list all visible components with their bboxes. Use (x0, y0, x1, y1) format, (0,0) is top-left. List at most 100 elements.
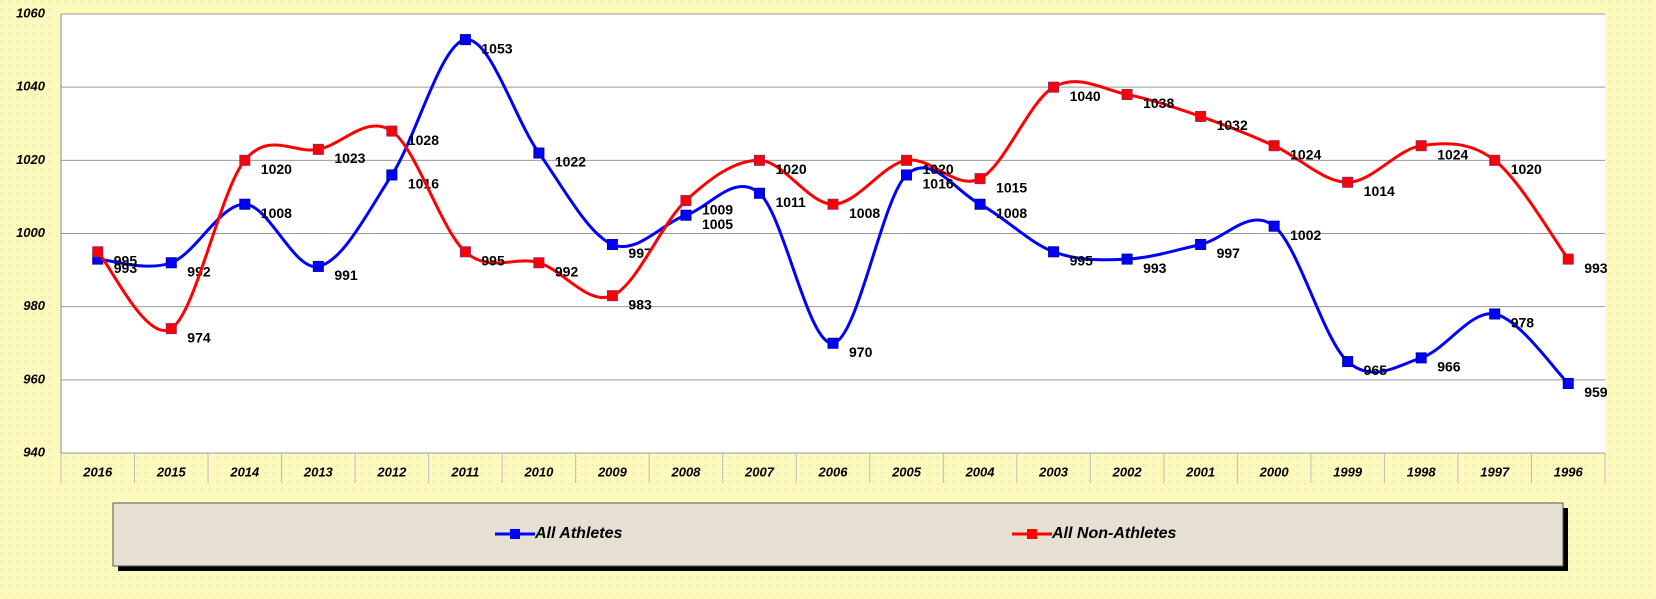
marker (92, 246, 104, 258)
data-label: 1024 (1290, 146, 1321, 162)
x-tick-label: 1998 (1407, 464, 1437, 479)
data-label: 993 (114, 260, 138, 276)
legend-label: All Non-Athletes (1051, 525, 1177, 542)
x-tick-label: 2009 (597, 464, 628, 479)
data-label: 995 (114, 252, 138, 268)
marker (312, 143, 324, 155)
marker (1268, 220, 1280, 232)
data-label: 993 (1143, 260, 1167, 276)
marker (239, 154, 251, 166)
x-tick-label: 2000 (1259, 464, 1290, 479)
data-label: 1008 (996, 205, 1027, 221)
marker (1562, 253, 1574, 265)
x-tick-label: 2005 (891, 464, 922, 479)
marker (1121, 88, 1133, 100)
marker (1121, 253, 1133, 265)
data-label: 1022 (555, 154, 586, 170)
legend-marker (1027, 529, 1037, 539)
marker (533, 257, 545, 269)
x-tick-label: 2011 (450, 464, 479, 479)
legend-box (112, 502, 1564, 567)
data-label: 1040 (1070, 88, 1101, 104)
x-tick-label: 2010 (523, 464, 554, 479)
data-label: 1009 (702, 201, 733, 217)
data-label: 1015 (996, 179, 1027, 195)
x-tick-label: 1997 (1480, 464, 1510, 479)
data-label: 1053 (481, 40, 512, 56)
y-tick-label: 1040 (16, 79, 46, 94)
marker (974, 173, 986, 185)
data-label: 965 (1364, 362, 1388, 378)
marker (1562, 377, 1574, 389)
y-tick-label: 940 (23, 444, 45, 459)
marker (753, 187, 765, 199)
marker (827, 337, 839, 349)
marker (239, 198, 251, 210)
x-tick-label: 2007 (744, 464, 775, 479)
x-tick-label: 2014 (229, 464, 260, 479)
marker (974, 198, 986, 210)
data-label: 995 (1070, 252, 1094, 268)
marker (386, 125, 398, 137)
data-label: 1005 (702, 216, 733, 232)
data-label: 1016 (408, 176, 439, 192)
marker (680, 209, 692, 221)
marker (901, 169, 913, 181)
x-tick-label: 2006 (818, 464, 849, 479)
x-tick-label: 2012 (376, 464, 407, 479)
marker (1048, 246, 1060, 258)
data-label: 983 (628, 296, 652, 312)
marker (165, 257, 177, 269)
data-label: 993 (1584, 260, 1608, 276)
marker (459, 34, 471, 46)
data-label: 997 (1217, 245, 1241, 261)
marker (1415, 352, 1427, 364)
legend-marker (510, 529, 520, 539)
marker (533, 147, 545, 159)
data-label: 992 (555, 263, 579, 279)
series-line (97, 38, 1570, 385)
y-tick-label: 980 (23, 298, 45, 313)
data-label: 1024 (1437, 146, 1468, 162)
data-label: 1032 (1217, 117, 1248, 133)
marker (1489, 154, 1501, 166)
y-tick-label: 960 (23, 371, 45, 386)
x-tick-label: 2013 (303, 464, 334, 479)
data-label: 1023 (334, 150, 365, 166)
data-label: 1020 (1511, 161, 1542, 177)
data-label: 1028 (408, 132, 439, 148)
legend-label: All Athletes (534, 525, 623, 542)
marker (1268, 140, 1280, 152)
x-tick-label: 2003 (1038, 464, 1069, 479)
marker (1048, 81, 1060, 93)
x-tick-label: 2001 (1185, 464, 1215, 479)
x-tick-label: 2004 (965, 464, 996, 479)
marker (165, 323, 177, 335)
data-label: 1038 (1143, 95, 1174, 111)
data-label: 1020 (923, 161, 954, 177)
marker (606, 238, 618, 250)
x-tick-label: 2016 (82, 464, 113, 479)
data-label: 978 (1511, 315, 1535, 331)
data-label: 966 (1437, 359, 1461, 375)
y-tick-label: 1060 (16, 5, 46, 20)
data-label: 1008 (849, 205, 880, 221)
marker (753, 154, 765, 166)
marker (1342, 356, 1354, 368)
data-label: 1014 (1364, 183, 1395, 199)
x-tick-label: 2008 (670, 464, 701, 479)
data-label: 1002 (1290, 227, 1321, 243)
marker (1415, 140, 1427, 152)
marker (606, 290, 618, 302)
marker (459, 246, 471, 258)
x-tick-label: 2002 (1112, 464, 1143, 479)
data-label: 974 (187, 329, 211, 345)
data-label: 991 (334, 267, 358, 283)
data-label: 959 (1584, 384, 1608, 400)
x-tick-label: 1996 (1554, 464, 1584, 479)
data-label: 1020 (261, 161, 292, 177)
marker (1195, 238, 1207, 250)
marker (680, 195, 692, 207)
data-label: 1008 (261, 205, 292, 221)
